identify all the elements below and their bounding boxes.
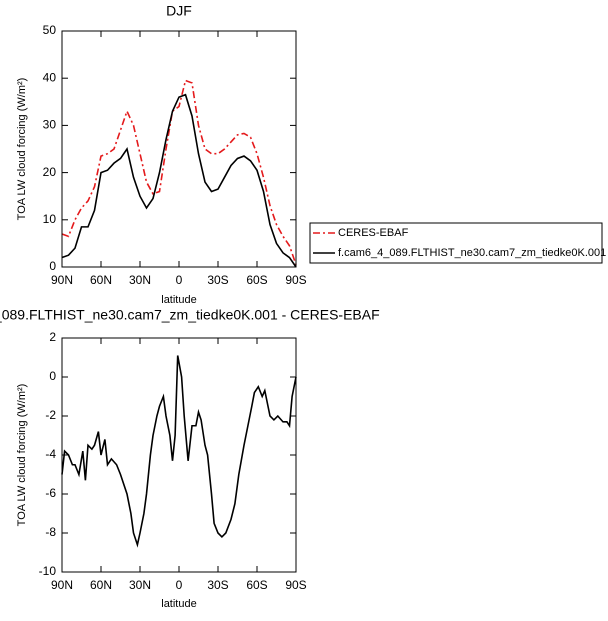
data-line — [61, 79, 297, 265]
y-axis-label: TOA LW cloud forcing (W/m²) — [16, 78, 28, 221]
y-tick-label: 0 — [49, 259, 56, 273]
x-tick-label: 90N — [51, 273, 73, 287]
x-tick-label: 0 — [176, 578, 183, 592]
y-tick-label: -2 — [45, 408, 56, 422]
x-tick-label: 60N — [90, 578, 112, 592]
x-tick-label: 90N — [51, 578, 73, 592]
x-axis-label: latitude — [161, 598, 196, 610]
plot-frame — [61, 30, 297, 268]
legend-label: f.cam6_4_089.FLTHIST_ne30.cam7_zm_tiedke… — [338, 247, 606, 259]
y-tick-label: 2 — [49, 330, 56, 344]
x-tick-label: 0 — [176, 273, 183, 287]
y-tick-label: 40 — [43, 70, 57, 84]
y-tick-label: 30 — [43, 118, 57, 132]
data-line — [61, 355, 297, 548]
x-tick-label: 30S — [207, 578, 228, 592]
legend-label: CERES-EBAF — [338, 227, 409, 239]
x-tick-label: 30N — [129, 273, 151, 287]
x-tick-label: 60S — [246, 578, 267, 592]
y-tick-label: 50 — [43, 23, 57, 37]
chart-title: DJF — [166, 3, 192, 19]
x-tick-label: 90S — [285, 273, 306, 287]
y-tick-label: -10 — [39, 564, 57, 578]
x-tick-label: 90S — [285, 578, 306, 592]
chart-title: _4_089.FLTHIST_ne30.cam7_zm_tiedke0K.001… — [0, 307, 380, 323]
x-axis-label: latitude — [161, 294, 196, 306]
x-tick-label: 60N — [90, 273, 112, 287]
x-tick-label: 30N — [129, 578, 151, 592]
y-axis-label: TOA LW cloud forcing (W/m²) — [16, 384, 28, 527]
y-tick-label: 20 — [43, 165, 57, 179]
y-tick-label: -6 — [45, 486, 56, 500]
x-tick-label: 60S — [246, 273, 267, 287]
legend-box — [309, 222, 603, 264]
x-tick-label: 30S — [207, 273, 228, 287]
y-tick-label: 10 — [43, 212, 57, 226]
y-tick-label: 0 — [49, 369, 56, 383]
data-line — [61, 93, 297, 268]
y-tick-label: -8 — [45, 525, 56, 539]
y-tick-label: -4 — [45, 447, 56, 461]
plot-frame — [61, 337, 297, 573]
